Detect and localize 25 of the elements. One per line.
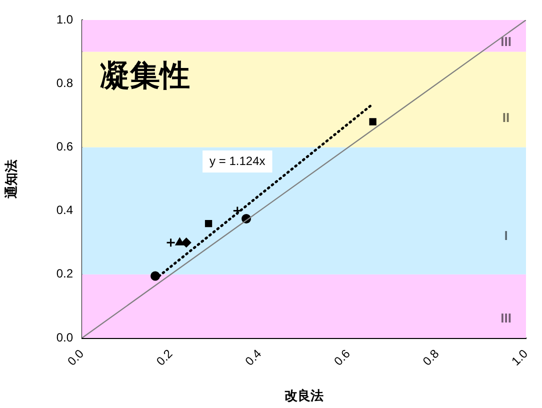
point: [232, 206, 242, 216]
y-tick-label: 0.4: [56, 203, 74, 218]
annotation: y = 1.124x: [210, 154, 266, 168]
x-tick-label: 0.6: [331, 346, 354, 368]
x-axis-title: 改良法: [284, 388, 324, 403]
y-tick-label: 0.2: [56, 266, 74, 281]
x-tick-label: 0.2: [154, 346, 176, 368]
y-tick-label: 0.6: [56, 140, 74, 154]
point: [182, 238, 192, 248]
y-axis-title: 通知法: [3, 160, 18, 200]
y-tick-label: 1.0: [56, 12, 74, 26]
x-tick-label: 0.8: [420, 346, 442, 368]
band-label: II: [502, 110, 510, 126]
x-tick-label: 0.4: [242, 346, 264, 368]
text: 凝集性: [100, 60, 190, 93]
band-label: III: [500, 34, 512, 49]
band-label: I: [504, 228, 508, 243]
point: [204, 220, 212, 228]
point: [175, 238, 184, 246]
point: [166, 238, 176, 248]
y-tick-label: 0.0: [56, 330, 74, 344]
band-label: III: [500, 310, 512, 326]
x-tick-label: 1.0: [508, 346, 531, 368]
y-tick-label: 0.8: [56, 76, 74, 90]
point: [369, 118, 376, 126]
